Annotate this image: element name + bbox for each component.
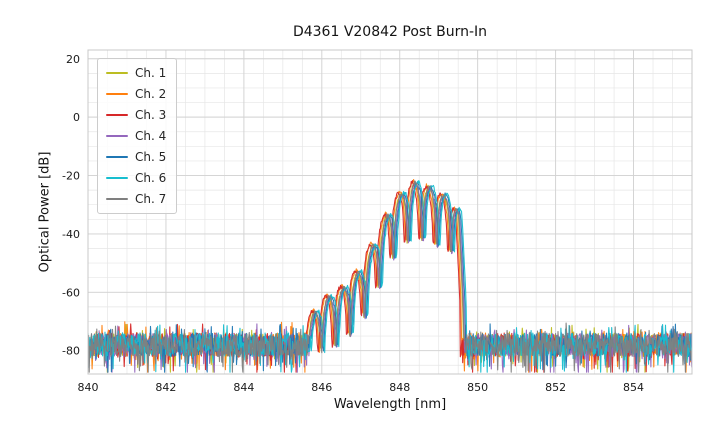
x-tick-label: 852 <box>545 381 566 394</box>
tick-labels: 840 842 844 846 848 850 852 854 20 0 -20 -40 -60 -80 <box>62 53 644 394</box>
legend-label: Ch. 6 <box>135 171 167 185</box>
y-tick-label: 20 <box>66 53 80 66</box>
legend: Ch. 1 Ch. 2 Ch. 3 Ch. 4 Ch. 5 Ch. 6 Ch. 7 <box>97 58 178 214</box>
legend-item: Ch. 1 <box>106 65 166 81</box>
legend-label: Ch. 7 <box>135 192 167 206</box>
x-tick-label: 840 <box>78 381 99 394</box>
plot-frame <box>87 49 693 375</box>
legend-swatch <box>106 135 128 137</box>
x-tick-label: 854 <box>623 381 644 394</box>
legend-item: Ch. 6 <box>106 170 166 186</box>
x-tick-label: 844 <box>233 381 254 394</box>
grid <box>87 50 693 374</box>
chart-title: D4361 V20842 Post Burn-In <box>292 24 488 40</box>
x-tick-label: 846 <box>311 381 332 394</box>
legend-swatch <box>106 114 128 116</box>
legend-item: Ch. 5 <box>106 149 166 165</box>
legend-label: Ch. 1 <box>135 66 167 80</box>
x-axis-label: Wavelength [nm] <box>333 397 447 412</box>
x-tick-label: 848 <box>389 381 410 394</box>
legend-swatch <box>106 93 128 95</box>
y-axis-label: Optical Power [dB] <box>37 151 53 273</box>
y-tick-label: -40 <box>62 228 80 241</box>
y-tick-label: -60 <box>62 286 80 299</box>
legend-label: Ch. 5 <box>135 150 167 164</box>
legend-label: Ch. 2 <box>135 87 167 101</box>
legend-label: Ch. 4 <box>135 129 167 143</box>
legend-item: Ch. 2 <box>106 86 166 102</box>
legend-swatch <box>106 72 128 74</box>
legend-swatch <box>106 198 128 200</box>
y-tick-label: -80 <box>62 345 80 358</box>
plot-border <box>87 49 693 375</box>
legend-item: Ch. 7 <box>106 191 166 207</box>
series-line-ch-7 <box>88 180 692 373</box>
legend-item: Ch. 4 <box>106 128 166 144</box>
legend-swatch <box>106 177 128 179</box>
legend-swatch <box>106 156 128 158</box>
y-tick-label: 0 <box>73 111 80 124</box>
series-lines <box>88 178 692 373</box>
x-tick-label: 842 <box>155 381 176 394</box>
y-tick-label: -20 <box>62 170 80 183</box>
legend-item: Ch. 3 <box>106 107 166 123</box>
x-tick-label: 850 <box>467 381 488 394</box>
legend-label: Ch. 3 <box>135 108 167 122</box>
